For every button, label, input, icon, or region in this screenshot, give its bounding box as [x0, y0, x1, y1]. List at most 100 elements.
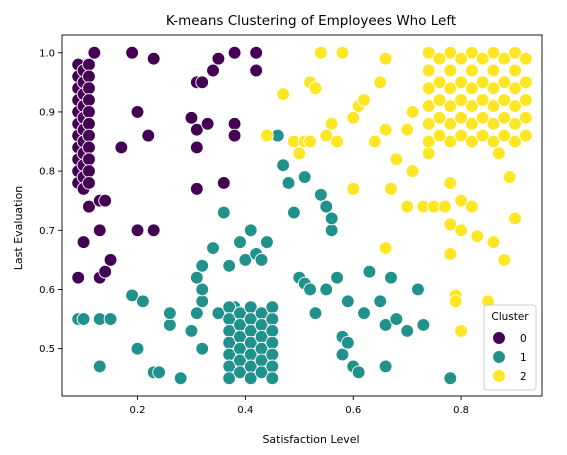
- data-point: [243, 223, 258, 238]
- data-point: [443, 217, 458, 232]
- data-point: [400, 122, 415, 137]
- data-point: [92, 223, 107, 238]
- data-point: [400, 324, 415, 338]
- data-point: [130, 341, 145, 356]
- data-point: [502, 170, 517, 184]
- data-point: [432, 128, 447, 143]
- data-point: [421, 63, 436, 78]
- data-point: [443, 371, 458, 386]
- y-axis-label: Last Evaluation: [12, 186, 25, 270]
- data-point: [292, 146, 307, 161]
- data-point: [152, 365, 166, 380]
- series-cluster-2: [260, 45, 533, 338]
- y-tick-label: 0.9: [39, 107, 55, 118]
- legend-marker: [492, 369, 506, 383]
- data-point: [211, 306, 226, 321]
- data-point: [98, 193, 113, 208]
- data-point: [222, 371, 237, 386]
- data-point: [195, 282, 210, 297]
- data-point: [189, 140, 204, 155]
- x-tick-label: 0.6: [345, 405, 361, 416]
- data-point: [448, 294, 463, 309]
- data-point: [373, 75, 388, 90]
- data-point: [82, 164, 96, 178]
- data-point: [497, 75, 512, 90]
- data-point: [189, 182, 204, 196]
- data-point: [443, 45, 458, 60]
- data-point: [330, 270, 344, 285]
- data-point: [195, 258, 210, 273]
- legend-marker: [492, 350, 506, 364]
- data-point: [405, 164, 420, 178]
- data-point: [405, 105, 420, 119]
- data-point: [146, 223, 161, 238]
- data-point: [308, 306, 323, 321]
- data-point: [389, 312, 404, 326]
- data-point: [465, 81, 479, 96]
- data-point: [146, 51, 161, 66]
- data-point: [324, 211, 339, 226]
- data-point: [254, 253, 269, 267]
- data-point: [195, 294, 210, 309]
- data-point: [508, 63, 522, 78]
- data-point: [470, 229, 485, 244]
- legend-label: 1: [520, 352, 527, 364]
- data-point: [518, 128, 533, 143]
- data-point: [82, 69, 96, 84]
- data-point: [82, 116, 96, 131]
- data-point: [497, 128, 512, 143]
- data-point: [189, 306, 204, 321]
- data-point: [421, 45, 436, 60]
- data-point: [200, 116, 215, 131]
- data-point: [508, 211, 522, 226]
- data-point: [319, 282, 334, 297]
- data-point: [335, 45, 350, 60]
- data-point: [276, 158, 290, 173]
- legend-title: Cluster: [491, 311, 529, 323]
- data-point: [492, 146, 506, 161]
- data-point: [114, 140, 129, 155]
- data-point: [475, 128, 490, 143]
- data-point: [378, 241, 393, 255]
- data-point: [416, 318, 431, 332]
- data-point: [330, 134, 344, 149]
- data-point: [287, 205, 301, 220]
- y-tick-label: 1.0: [39, 48, 55, 59]
- data-point: [432, 75, 447, 90]
- data-point: [238, 253, 253, 267]
- data-point: [254, 365, 269, 380]
- data-point: [136, 294, 150, 309]
- data-point: [518, 93, 533, 107]
- data-point: [475, 75, 490, 90]
- data-point: [486, 134, 501, 149]
- data-point: [508, 99, 522, 113]
- data-point: [308, 81, 323, 96]
- data-point: [508, 134, 522, 149]
- data-point: [443, 247, 458, 261]
- data-point: [265, 300, 280, 315]
- data-point: [281, 176, 296, 190]
- data-point: [249, 45, 264, 60]
- data-point: [314, 45, 328, 60]
- data-point: [249, 63, 264, 78]
- data-point: [518, 51, 533, 66]
- x-tick-label: 0.8: [453, 405, 469, 416]
- data-point: [82, 57, 96, 72]
- data-point: [324, 116, 339, 131]
- data-point: [465, 99, 479, 113]
- data-point: [454, 128, 468, 143]
- data-point: [265, 359, 280, 374]
- data-point: [421, 99, 436, 113]
- data-point: [265, 347, 280, 362]
- data-point: [421, 146, 436, 161]
- data-point: [508, 45, 522, 60]
- data-point: [432, 110, 447, 125]
- data-point: [141, 128, 156, 143]
- y-tick-label: 0.7: [39, 226, 55, 237]
- data-point: [76, 312, 91, 326]
- data-point: [98, 264, 113, 279]
- series-cluster-1: [71, 128, 458, 386]
- data-point: [227, 45, 242, 60]
- data-point: [303, 134, 317, 149]
